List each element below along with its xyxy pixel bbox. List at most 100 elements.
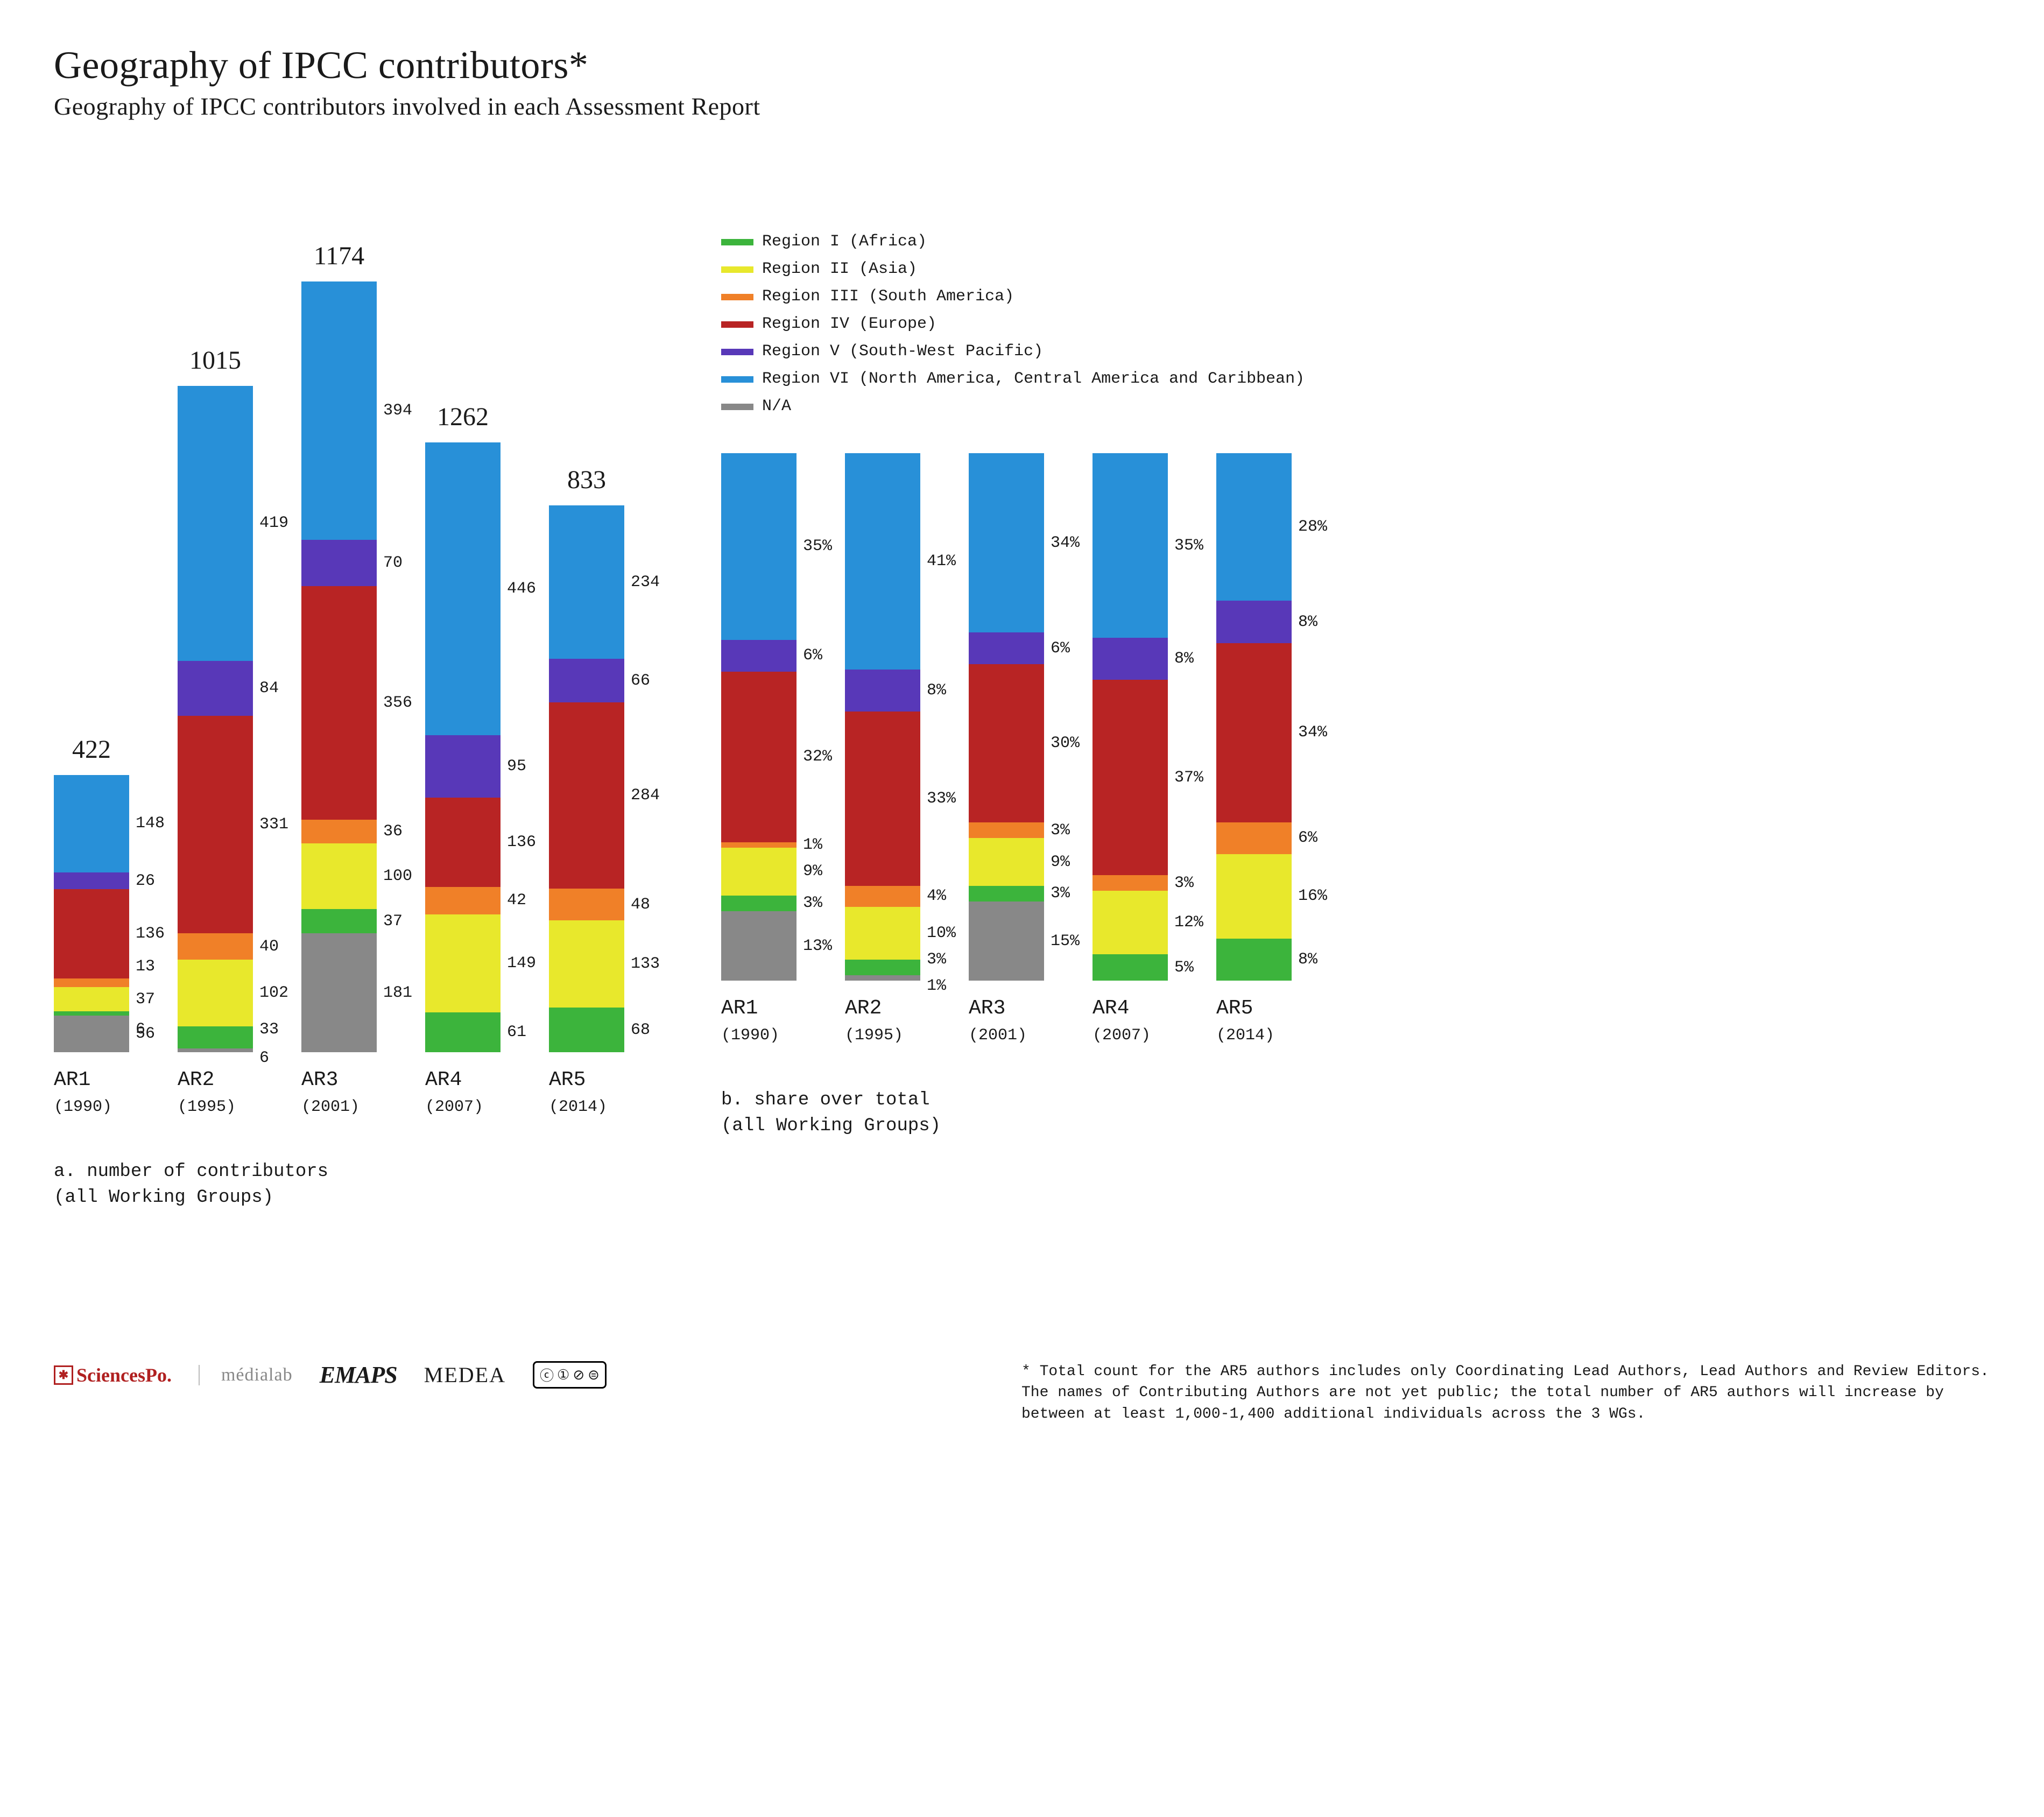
segment-label: 9%: [803, 862, 822, 881]
x-axis-label: AR4: [1093, 997, 1168, 1020]
segment-label: 70: [383, 554, 403, 572]
segment-label: 95: [507, 757, 526, 776]
legend-label: N/A: [762, 393, 791, 420]
segment-label: 26: [136, 872, 155, 890]
segment-label: 3%: [803, 894, 822, 912]
bar-segment: 37: [54, 987, 129, 1011]
bar-segment: 37: [301, 909, 377, 933]
bar-segment: 68: [549, 1008, 624, 1052]
bar-segment: 234: [549, 505, 624, 659]
bar-segment: 6: [54, 1011, 129, 1015]
segment-label: 3%: [1051, 821, 1070, 840]
chart-a-caption-line1: a. number of contributors: [54, 1159, 624, 1185]
legend-label: Region I (Africa): [762, 228, 927, 256]
segment-label: 34%: [1298, 723, 1327, 742]
segment-label: 4%: [927, 887, 946, 905]
bar-segment: 1%: [721, 842, 797, 848]
bar-segment: 9%: [969, 838, 1044, 885]
bar-column: 8%16%6%34%8%28%AR5(2014): [1216, 453, 1292, 1045]
segment-label: 6%: [1051, 639, 1070, 658]
segment-label: 37: [136, 990, 155, 1009]
bar-segment: 284: [549, 702, 624, 889]
legend-label: Region III (South America): [762, 283, 1014, 311]
segment-label: 6%: [803, 646, 822, 665]
segment-label: 394: [383, 402, 412, 420]
segment-label: 356: [383, 694, 412, 712]
bar-segment: 8%: [845, 670, 920, 712]
bar-stack: 13%3%9%1%32%6%35%: [721, 453, 797, 981]
x-axis-label: AR4: [425, 1068, 501, 1091]
bar-total: 422: [72, 735, 111, 764]
bar-stack: 1%3%10%4%33%8%41%: [845, 453, 920, 981]
bar-segment: 13: [54, 978, 129, 987]
bar-segment: 394: [301, 281, 377, 540]
logo-medea: MEDEA: [424, 1362, 506, 1388]
segment-label: 41%: [927, 552, 956, 571]
legend-item: N/A: [721, 393, 1305, 420]
segment-label: 181: [383, 984, 412, 1002]
segment-label: 136: [507, 833, 536, 851]
bar-segment: 15%: [969, 902, 1044, 981]
charts-container: 422566371313626148AR1(1990)1015633102403…: [54, 228, 1990, 1210]
bar-column: 1%3%10%4%33%8%41%AR2(1995): [845, 453, 920, 1045]
segment-label: 8%: [927, 681, 946, 700]
bar-segment: 5%: [1093, 954, 1168, 981]
segment-label: 1%: [803, 836, 822, 854]
segment-label: 100: [383, 867, 412, 885]
x-axis-year: (1990): [54, 1098, 129, 1116]
bar-segment: 42: [425, 887, 501, 914]
x-axis-year: (1995): [178, 1098, 253, 1116]
legend-label: Region V (South-West Pacific): [762, 338, 1043, 365]
bar-column: 5%12%3%37%8%35%AR4(2007): [1093, 453, 1168, 1045]
bar-segment: 8%: [1216, 601, 1292, 643]
segment-label: 35%: [1174, 537, 1203, 555]
bar-segment: 28%: [1216, 453, 1292, 601]
bar-segment: 13%: [721, 911, 797, 981]
bar-column: 1174181371003635670394AR3(2001): [301, 241, 377, 1116]
bar-segment: 446: [425, 442, 501, 735]
bar-segment: 34%: [969, 453, 1044, 632]
segment-label: 42: [507, 891, 526, 910]
logo-sciencespo: ✱ SciencesPo.: [54, 1364, 172, 1386]
bar-segment: 16%: [1216, 854, 1292, 939]
x-axis-year: (2007): [425, 1098, 501, 1116]
legend-item: Region VI (North America, Central Americ…: [721, 365, 1305, 393]
segment-label: 6: [136, 1020, 145, 1039]
bar-segment: 70: [301, 540, 377, 586]
bar-segment: 84: [178, 661, 253, 716]
x-axis-year: (2001): [301, 1098, 377, 1116]
segment-label: 35%: [803, 537, 832, 555]
bar-segment: 136: [54, 889, 129, 978]
bar-segment: 181: [301, 933, 377, 1052]
segment-label: 61: [507, 1023, 526, 1041]
bar-segment: 136: [425, 798, 501, 887]
logo-emaps: EMAPS: [320, 1361, 397, 1389]
segment-label: 102: [259, 984, 288, 1002]
bar-segment: 6: [178, 1048, 253, 1052]
segment-label: 331: [259, 815, 288, 834]
segment-label: 68: [631, 1021, 650, 1039]
legend-swatch: [721, 404, 753, 410]
x-axis-year: (2001): [969, 1026, 1044, 1045]
bar-segment: 8%: [1093, 638, 1168, 680]
x-axis-year: (1995): [845, 1026, 920, 1045]
bar-stack: 8%16%6%34%8%28%: [1216, 453, 1292, 981]
bar-stack: 5%12%3%37%8%35%: [1093, 453, 1168, 981]
bar-segment: 419: [178, 386, 253, 661]
footer: ✱ SciencesPo. médialab EMAPS MEDEA ⓒ①⊘⊜ …: [54, 1361, 1990, 1425]
bar-segment: 10%: [845, 907, 920, 960]
bar-column: 15%3%9%3%30%6%34%AR3(2001): [969, 453, 1044, 1045]
bar-segment: 3%: [845, 960, 920, 975]
x-axis-year: (2014): [549, 1098, 624, 1116]
legend-swatch: [721, 239, 753, 245]
chart-b-bars: 13%3%9%1%32%6%35%AR1(1990)1%3%10%4%33%8%…: [721, 506, 1305, 1045]
segment-label: 10%: [927, 924, 956, 942]
bar-column: 1262611494213695446AR4(2007): [425, 402, 501, 1116]
segment-label: 1%: [927, 977, 946, 995]
segment-label: 419: [259, 514, 288, 532]
chart-b-caption: b. share over total (all Working Groups): [721, 1088, 1305, 1139]
x-axis-label: AR5: [1216, 997, 1292, 1020]
chart-a-panel: 422566371313626148AR1(1990)1015633102403…: [54, 228, 624, 1210]
legend-item: Region I (Africa): [721, 228, 1305, 256]
chart-b-caption-line2: (all Working Groups): [721, 1114, 1305, 1139]
